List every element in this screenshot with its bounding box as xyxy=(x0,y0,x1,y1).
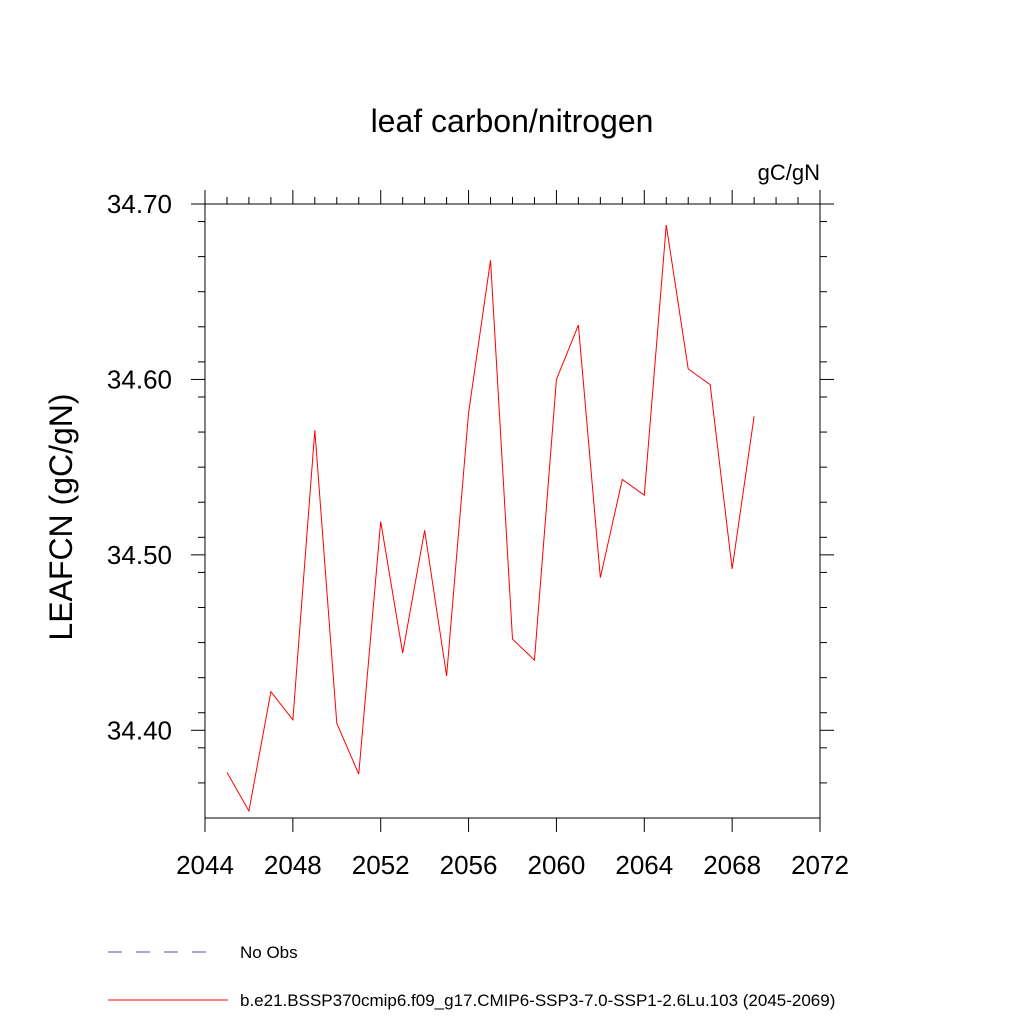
x-tick-label: 2048 xyxy=(264,850,322,880)
x-tick-label: 2052 xyxy=(352,850,410,880)
series-layer xyxy=(226,224,755,813)
y-tick-label: 34.40 xyxy=(107,715,172,745)
y-tick-label: 34.70 xyxy=(107,189,172,219)
x-tick-label: 2056 xyxy=(440,850,498,880)
x-tick-label: 2060 xyxy=(528,850,586,880)
legend: No Obs b.e21.BSSP370cmip6.f09_g17.CMIP6-S… xyxy=(108,943,835,1010)
y-axis-label: LEAFCN (gC/gN) xyxy=(43,393,79,640)
x-tick-label: 2068 xyxy=(703,850,761,880)
chart-title: leaf carbon/nitrogen xyxy=(371,103,654,139)
plot-frame xyxy=(204,203,821,819)
legend-label: b.e21.BSSP370cmip6.f09_g17.CMIP6-SSP3-7.… xyxy=(240,991,835,1010)
y-tick-label: 34.50 xyxy=(107,540,172,570)
y-tick-label: 34.60 xyxy=(107,364,172,394)
x-tick-label: 2072 xyxy=(791,850,849,880)
units-label: gC/gN xyxy=(758,160,820,185)
x-tick-label: 2044 xyxy=(176,850,234,880)
x-tick-label: 2064 xyxy=(615,850,673,880)
axis-ticks xyxy=(191,190,834,832)
y-tick-labels: 34.40 34.50 34.60 34.70 xyxy=(107,189,172,745)
series-line-0 xyxy=(226,224,755,813)
legend-label: No Obs xyxy=(240,943,298,962)
x-tick-labels: 2044 2048 2052 2056 2060 2064 2068 2072 xyxy=(176,850,849,880)
